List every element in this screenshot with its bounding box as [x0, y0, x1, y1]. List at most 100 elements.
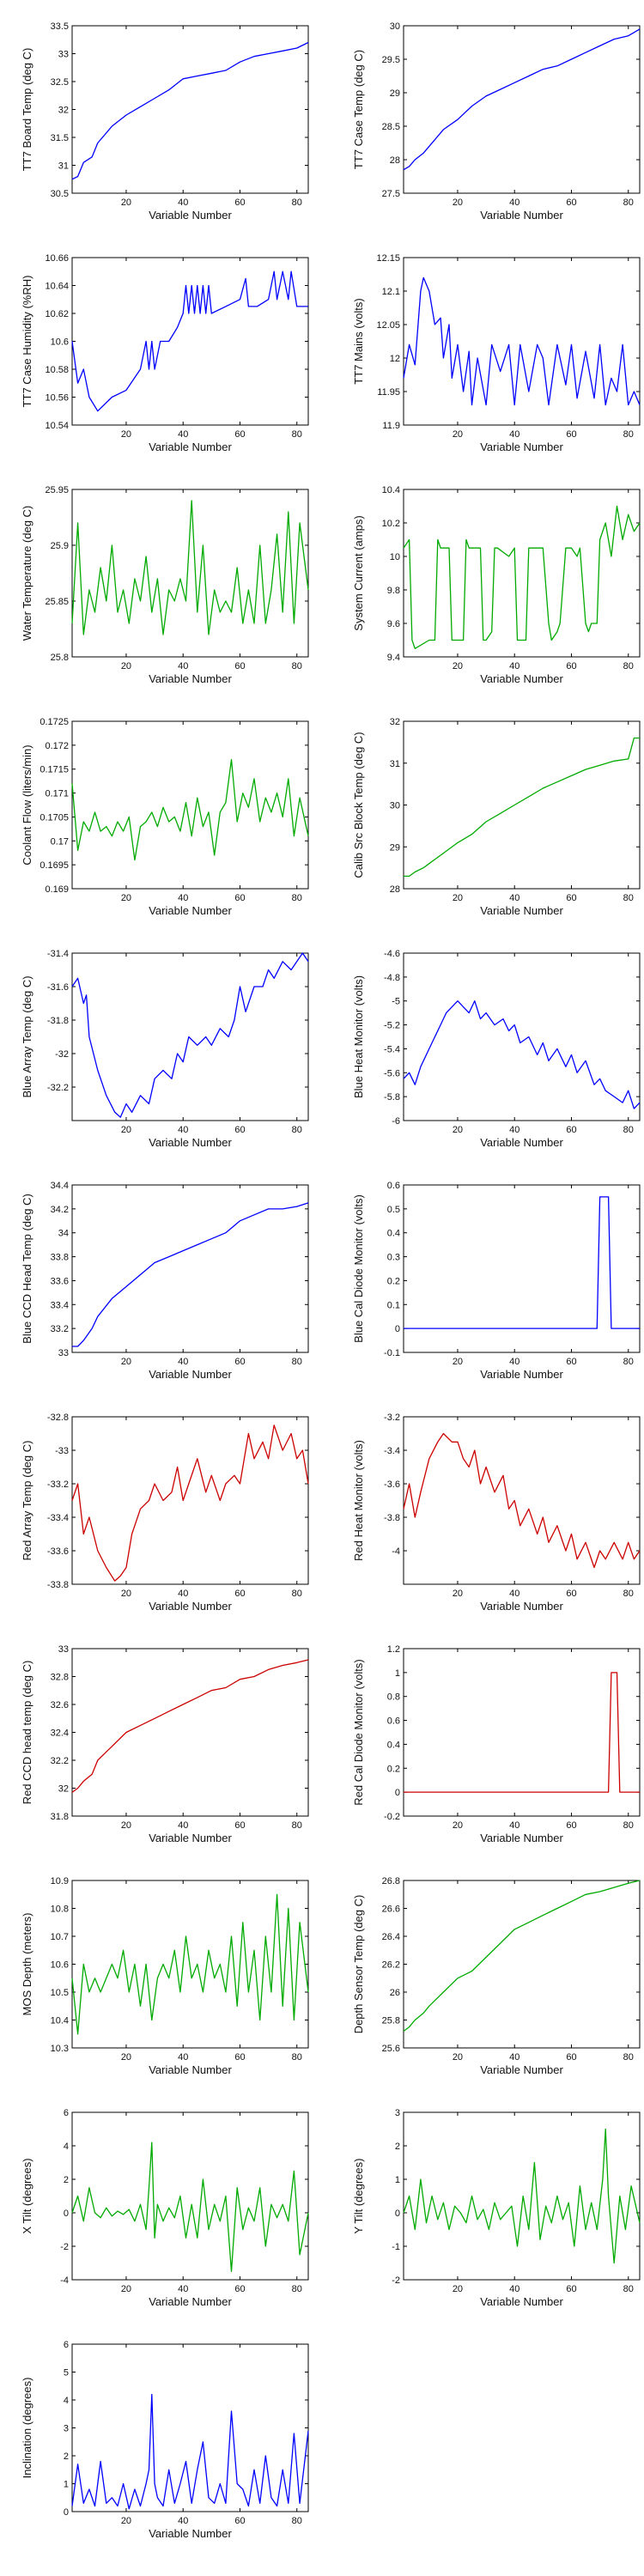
x-tick-label: 20 — [453, 2284, 463, 2294]
y-tick-label: 0 — [64, 2507, 69, 2518]
x-tick-label: 20 — [121, 2516, 131, 2526]
x-tick-label: 20 — [121, 2284, 131, 2294]
x-axis-label: Variable Number — [480, 440, 563, 453]
x-axis-label: Variable Number — [480, 904, 563, 917]
y-tick-label: 25.8 — [51, 653, 69, 663]
x-tick-label: 60 — [566, 661, 576, 671]
plot-area — [71, 25, 309, 194]
y-tick-label: -2 — [392, 2275, 400, 2286]
x-tick-label: 80 — [623, 1125, 634, 1135]
y-tick-label: 2 — [64, 2451, 69, 2462]
x-tick-label: 40 — [509, 429, 519, 440]
x-tick-label: 80 — [292, 1589, 302, 1599]
y-tick-label: 12.05 — [376, 320, 400, 331]
chart-panel-21: 20 40 60 80 0 1 2 3 4 5 6 Variable Number Inclinatio… — [21, 2340, 309, 2540]
chart-panel-8: 20 40 60 80 28 29 30 31 32 Variable Number Calib S… — [352, 717, 641, 917]
chart-panel-3: 20 40 60 80 10.54 10.56 10.58 10.6 10.62 10.64 10.… — [21, 253, 309, 453]
y-tick-label: -3.4 — [384, 1446, 400, 1456]
x-tick-label: 80 — [292, 1820, 302, 1831]
chart-panel-16: 20 40 60 80 -0.2 0 0.2 0.4 0.6 0.8 1 1.2 Variable Nu… — [352, 1644, 641, 1844]
plot-area — [403, 1416, 641, 1585]
y-tick-label: 26 — [390, 1988, 400, 1998]
y-tick-label: -5.2 — [384, 1021, 400, 1031]
y-tick-label: -32.8 — [47, 1413, 69, 1423]
x-axis-label: Variable Number — [480, 672, 563, 685]
y-tick-label: 6 — [64, 2108, 69, 2118]
x-tick-label: 40 — [509, 2052, 519, 2063]
y-tick-label: 9.6 — [387, 619, 400, 629]
y-axis-label: System Current (amps) — [352, 515, 365, 630]
y-tick-label: 31 — [390, 759, 400, 769]
x-tick-label: 20 — [121, 429, 131, 440]
plot-area — [403, 1648, 641, 1817]
y-tick-label: 10.6 — [51, 1960, 69, 1971]
y-tick-label: 25.6 — [382, 2044, 400, 2054]
y-tick-label: 0.1715 — [39, 765, 69, 775]
y-tick-label: 0 — [395, 1324, 400, 1334]
y-tick-label: 28 — [390, 155, 400, 166]
x-axis-label: Variable Number — [149, 2063, 232, 2076]
series-line — [71, 2142, 309, 2272]
x-tick-label: 60 — [234, 893, 245, 903]
y-axis-label: X Tilt (degrees) — [21, 2158, 33, 2233]
y-tick-label: 11.95 — [377, 387, 400, 398]
y-tick-label: -0.1 — [384, 1348, 400, 1358]
y-tick-label: 3 — [395, 2108, 400, 2118]
y-tick-label: 3 — [64, 2424, 69, 2434]
y-tick-label: -3.2 — [384, 1413, 400, 1423]
plot-area — [71, 1648, 309, 1817]
x-tick-label: 40 — [178, 1357, 188, 1367]
series-line — [71, 270, 308, 412]
y-tick-label: 0.169 — [45, 884, 69, 895]
y-tick-label: -5.6 — [384, 1068, 400, 1078]
x-tick-label: 60 — [566, 893, 576, 903]
y-tick-label: 4 — [64, 2142, 69, 2152]
x-axis-label: Variable Number — [480, 209, 563, 222]
plot-area — [403, 257, 641, 426]
y-axis-label: Red CCD head temp (deg C) — [21, 1661, 33, 1805]
y-tick-label: 10.56 — [45, 393, 69, 404]
x-tick-label: 40 — [509, 1589, 519, 1599]
y-tick-label: 1 — [64, 2480, 69, 2490]
y-axis-label: Blue Array Temp (deg C) — [21, 975, 33, 1097]
x-axis-label: Variable Number — [480, 1832, 563, 1844]
x-tick-label: 60 — [234, 1589, 245, 1599]
plot-area — [71, 1184, 309, 1353]
y-tick-label: 0.8 — [387, 1692, 400, 1703]
x-axis-label: Variable Number — [149, 2295, 232, 2308]
y-tick-label: 10.58 — [45, 365, 69, 375]
y-tick-label: -33.8 — [47, 1580, 69, 1590]
x-tick-label: 40 — [178, 2516, 188, 2526]
y-tick-label: -4.8 — [384, 973, 400, 983]
plot-area — [71, 1416, 309, 1585]
x-axis-label: Variable Number — [149, 1136, 232, 1149]
y-tick-label: 25.9 — [51, 541, 69, 551]
x-tick-label: 20 — [121, 661, 131, 671]
x-axis-label: Variable Number — [480, 1368, 563, 1381]
x-tick-label: 80 — [292, 197, 302, 208]
y-axis-label: Coolant Flow (liters/min) — [21, 744, 33, 865]
x-tick-label: 40 — [178, 2052, 188, 2063]
x-axis-label: Variable Number — [480, 1136, 563, 1149]
y-tick-label: 29 — [390, 842, 400, 853]
y-axis-label: Calib Src Block Temp (deg C) — [352, 732, 365, 878]
y-tick-label: 10.3 — [51, 2044, 69, 2054]
plot-area — [71, 952, 309, 1121]
y-tick-label: 32 — [390, 717, 400, 727]
y-tick-label: 0.6 — [387, 1181, 400, 1191]
x-tick-label: 40 — [509, 1125, 519, 1135]
chart-panel-1: 20 40 60 80 30.5 31 31.5 32 32.5 33 33.5 Variable N… — [21, 21, 309, 222]
x-tick-label: 80 — [623, 1357, 634, 1367]
y-axis-label: Red Heat Monitor (volts) — [352, 1440, 365, 1561]
x-tick-label: 40 — [509, 2284, 519, 2294]
y-tick-label: -4 — [60, 2275, 69, 2286]
y-tick-label: 10.2 — [382, 519, 400, 529]
y-tick-label: 4 — [64, 2396, 69, 2406]
y-tick-label: 33.5 — [51, 21, 69, 32]
series-line — [71, 758, 309, 861]
x-tick-label: 40 — [178, 1125, 188, 1135]
x-axis-label: Variable Number — [149, 1368, 232, 1381]
x-axis-label: Variable Number — [149, 672, 232, 685]
x-tick-label: 80 — [623, 893, 634, 903]
y-tick-label: 31.8 — [51, 1812, 69, 1822]
